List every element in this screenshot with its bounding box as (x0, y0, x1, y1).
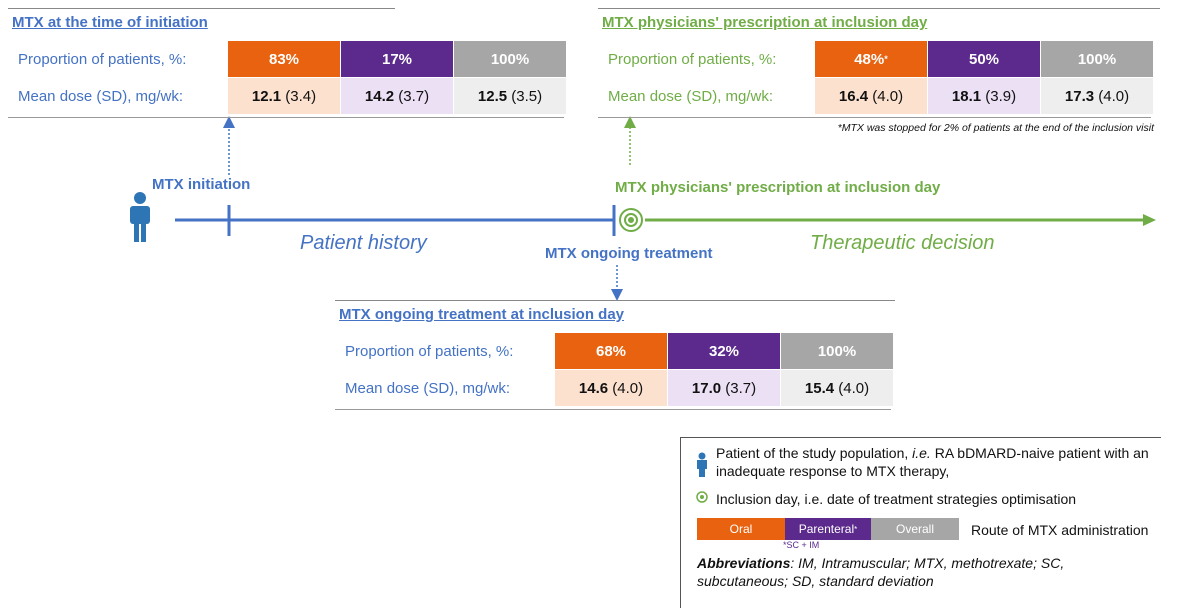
cell-mean: 17.3 (1064, 87, 1095, 105)
dose-cell: 17.0 (3.7) (668, 370, 780, 406)
row-label: Proportion of patients, %: (18, 50, 187, 68)
dose-cell: 17.3 (4.0) (1041, 78, 1153, 114)
cell-sd: (4.0) (1098, 87, 1130, 105)
cell-value: 50% (968, 50, 1000, 68)
proportion-cell: 100% (1041, 41, 1153, 77)
cell-mean: 17.0 (691, 379, 722, 397)
proportion-cell: 32% (668, 333, 780, 369)
target-icon (619, 208, 643, 232)
legend-text: : IM, Intramuscular; MTX, methotrexate; … (697, 555, 1065, 589)
dose-cell: 12.5 (3.5) (454, 78, 566, 114)
cell-value: 100% (817, 342, 857, 360)
proportion-cell: 100% (454, 41, 566, 77)
proportion-cell: 17% (341, 41, 453, 77)
dose-cell: 16.4 (4.0) (815, 78, 927, 114)
panel-rule (598, 8, 1160, 9)
timeline-label: MTX physicians' prescription at inclusio… (615, 179, 941, 196)
cell-sd: (3.4) (285, 87, 317, 105)
legend-patient: Patient of the study population, i.e. RA… (716, 444, 1156, 480)
legend-parenteral: Parenteral * (785, 518, 871, 540)
person-icon (130, 192, 150, 242)
row-label: Proportion of patients, %: (608, 50, 777, 68)
timeline-label: MTX initiation (152, 176, 250, 193)
proportion-cell: 50% (928, 41, 1040, 77)
legend-text: Patient of the study population, (716, 445, 909, 461)
panel-title: MTX physicians' prescription at inclusio… (602, 14, 928, 31)
cell-mark: * (884, 54, 888, 64)
legend-text: Parenteral (798, 522, 855, 536)
cell-value: 48% (854, 50, 885, 68)
cell-value: 83% (268, 50, 300, 68)
panel-rule (598, 117, 1151, 118)
proportion-cell: 83% (228, 41, 340, 77)
proportion-cell: 100% (781, 333, 893, 369)
cell-mean: 15.4 (804, 379, 835, 397)
row-label: Mean dose (SD), mg/wk: (608, 87, 774, 105)
timeline-label: Patient history (300, 232, 428, 254)
cell-sd: (3.9) (985, 87, 1017, 105)
cell-value: 17% (381, 50, 413, 68)
cell-value: 100% (490, 50, 530, 68)
proportion-cell: 48% * (815, 41, 927, 77)
cell-mean: 18.1 (951, 87, 982, 105)
legend-mark: * (854, 524, 858, 534)
legend: Patient of the study population, i.e. RA… (680, 437, 1161, 608)
legend-icons (696, 452, 708, 503)
footnote: *MTX was stopped for 2% of patients at t… (837, 122, 1154, 134)
cell-sd: (4.0) (838, 379, 870, 397)
dose-cell: 14.2 (3.7) (341, 78, 453, 114)
cell-mean: 12.1 (251, 87, 282, 105)
row-label: Mean dose (SD), mg/wk: (345, 379, 511, 397)
panel-rule (335, 300, 895, 301)
cell-sd: (4.0) (612, 379, 644, 397)
cell-value: 32% (708, 342, 740, 360)
timeline-label: MTX ongoing treatment (545, 245, 713, 262)
dose-cell: 15.4 (4.0) (781, 370, 893, 406)
legend-abbreviations: Abbreviations: IM, Intramuscular; MTX, m… (697, 554, 1157, 590)
legend-note: *SC + IM (783, 540, 820, 550)
cell-sd: (3.5) (511, 87, 543, 105)
row-label: Mean dose (SD), mg/wk: (18, 87, 184, 105)
panel-title: MTX at the time of initiation (12, 14, 208, 31)
panel-title: MTX ongoing treatment at inclusion day (339, 306, 625, 323)
cell-mean: 12.5 (477, 87, 508, 105)
dose-cell: 18.1 (3.9) (928, 78, 1040, 114)
cell-value: 68% (595, 342, 627, 360)
legend-text: i.e. (912, 445, 931, 461)
timeline-label: Therapeutic decision (810, 232, 995, 254)
legend-overall: Overall (871, 518, 959, 540)
panel-rule (8, 117, 564, 118)
proportion-cell: 68% (555, 333, 667, 369)
cell-sd: (3.7) (725, 379, 757, 397)
legend-text: RA bDMARD-naive patient with an inadequa… (716, 445, 1149, 479)
dose-cell: 14.6 (4.0) (555, 370, 667, 406)
legend-inclusion: Inclusion day, i.e. date of treatment st… (716, 491, 1077, 507)
cell-sd: (4.0) (872, 87, 904, 105)
arrow-head (1143, 214, 1156, 226)
cell-sd: (3.7) (398, 87, 430, 105)
cell-value: 100% (1077, 50, 1117, 68)
cell-mean: 14.2 (364, 87, 395, 105)
cell-mean: 14.6 (578, 379, 609, 397)
legend-caption: Route of MTX administration (971, 522, 1149, 538)
row-label: Proportion of patients, %: (345, 342, 514, 360)
panel-rule (335, 409, 891, 410)
cell-mean: 16.4 (838, 87, 869, 105)
legend-text: Abbreviations (697, 555, 791, 571)
panel-rule (8, 8, 395, 9)
legend-oral: Oral (697, 518, 785, 540)
dose-cell: 12.1 (3.4) (228, 78, 340, 114)
